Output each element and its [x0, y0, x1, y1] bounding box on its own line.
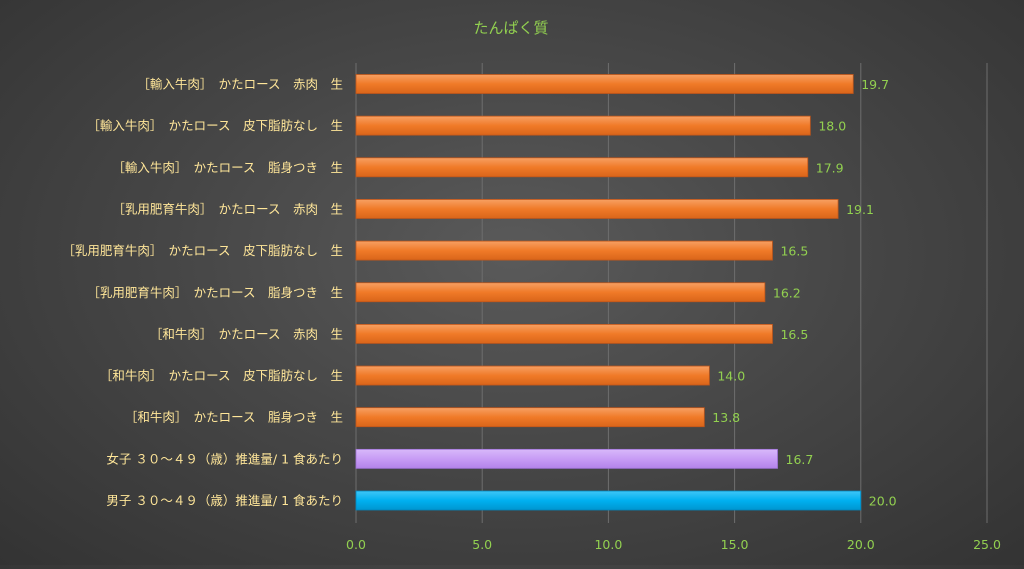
- value-label: 16.5: [780, 327, 808, 342]
- bar: [355, 490, 862, 511]
- category-labels: ［輸入牛肉］ かたロース 赤肉 生 ［輸入牛肉］ かたロース 皮下脂肪なし 生 ［輸…: [62, 77, 343, 509]
- x-tick-label: 5.0: [472, 537, 492, 552]
- bar: [355, 407, 705, 428]
- value-label: 17.9: [816, 160, 844, 175]
- value-label: 16.5: [780, 244, 808, 259]
- category-label: ［和牛肉］ かたロース 皮下脂肪なし 生: [100, 368, 343, 383]
- value-label: 19.7: [861, 77, 889, 92]
- value-label: 19.1: [846, 202, 874, 217]
- bar: [355, 74, 854, 94]
- category-label: ［輸入牛肉］ かたロース 皮下脂肪なし 生: [87, 118, 343, 133]
- bar: [355, 448, 778, 469]
- bars: [355, 74, 862, 511]
- value-label: 18.0: [818, 119, 846, 134]
- value-label: 14.0: [717, 369, 745, 384]
- category-label: ［和牛肉］ かたロース 赤肉 生: [150, 326, 343, 341]
- x-tick-label: 15.0: [721, 537, 749, 552]
- x-axis-ticks: 0.0 5.0 10.0 15.0 20.0 25.0: [346, 537, 1001, 552]
- bar: [355, 365, 710, 386]
- bar: [355, 115, 811, 136]
- value-label: 20.0: [869, 494, 897, 509]
- category-label: ［乳用肥育牛肉］ かたロース 赤肉 生: [112, 201, 343, 216]
- x-tick-label: 25.0: [973, 537, 1001, 552]
- bar: [355, 157, 809, 178]
- category-label: ［輸入牛肉］ かたロース 赤肉 生: [137, 77, 343, 92]
- category-label: ［輸入牛肉］ かたロース 脂身つき 生: [112, 160, 343, 175]
- bar: [355, 323, 773, 344]
- bar: [355, 240, 773, 261]
- category-label: 男子 ３０～４９（歳）推進量/ 1 食あたり: [106, 493, 343, 508]
- value-label: 13.8: [712, 410, 740, 425]
- x-tick-label: 20.0: [847, 537, 875, 552]
- category-label: ［乳用肥育牛肉］ かたロース 皮下脂肪なし 生: [62, 243, 343, 258]
- x-tick-label: 0.0: [346, 537, 366, 552]
- category-label: ［和牛肉］ かたロース 脂身つき 生: [125, 410, 343, 425]
- category-label: 女子 ３０～４９（歳）推進量/ 1 食あたり: [106, 451, 343, 466]
- value-label: 16.2: [773, 285, 801, 300]
- value-label: 16.7: [786, 452, 814, 467]
- category-label: ［乳用肥育牛肉］ かたロース 脂身つき 生: [87, 285, 343, 300]
- bar: [355, 199, 839, 219]
- x-tick-label: 10.0: [594, 537, 622, 552]
- value-labels: 19.7 18.0 17.9 19.1 16.5 16.2 16.5 14.0 13.8 16.7…: [712, 77, 896, 509]
- bar: [355, 282, 766, 303]
- chart-title: たんぱく質: [473, 19, 548, 37]
